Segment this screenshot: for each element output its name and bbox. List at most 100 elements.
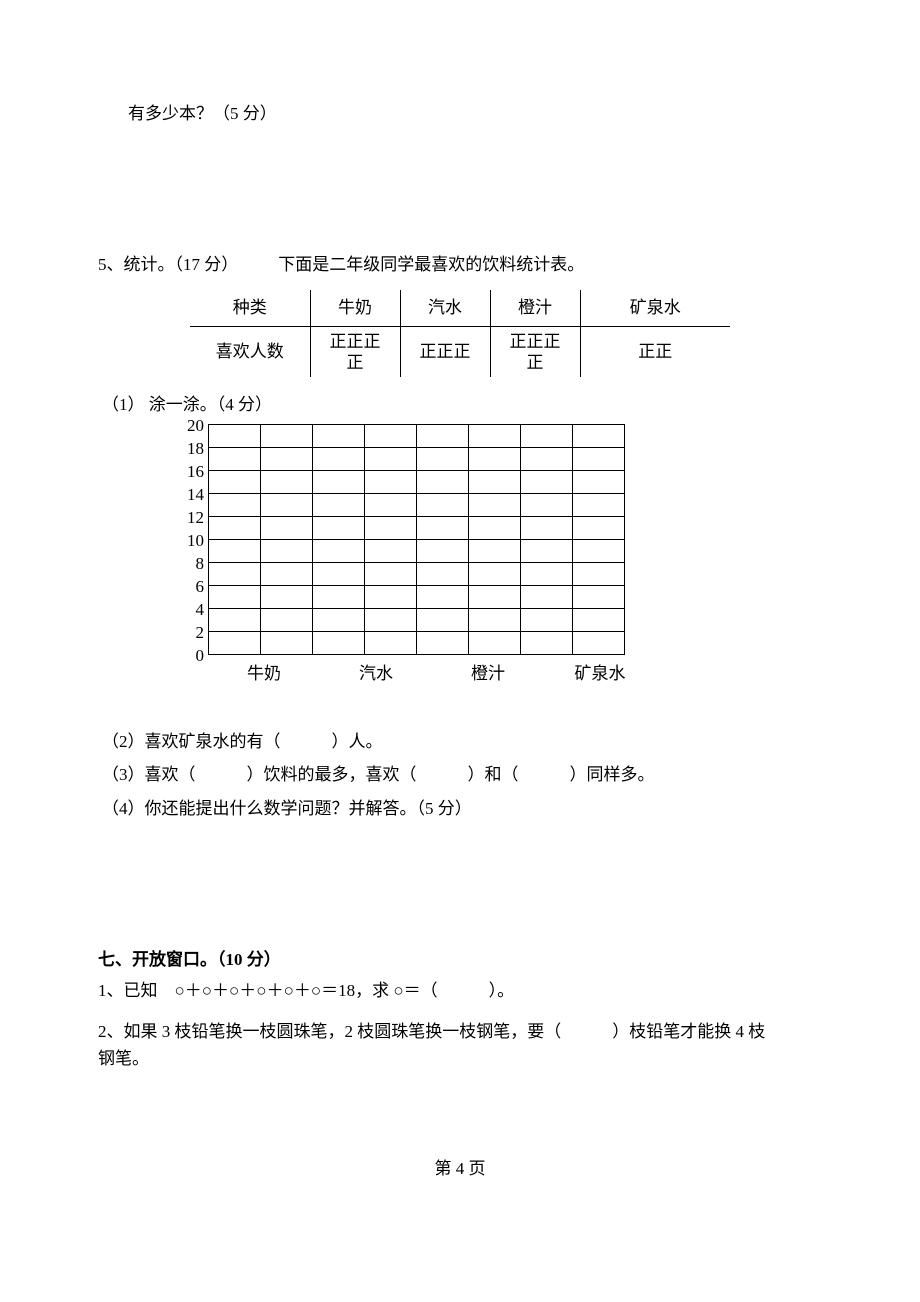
td-milk: 正正正 正 (310, 326, 400, 377)
chart-row (209, 493, 625, 516)
chart-cell (417, 493, 469, 516)
chart-cell (521, 539, 573, 562)
ytick: 2 (168, 621, 204, 644)
ytick: 0 (168, 644, 204, 667)
chart-x-axis: 牛奶 汽水 橙汁 矿泉水 (238, 660, 626, 687)
chart-cell (261, 493, 313, 516)
milk-tally-bot: 正 (319, 352, 392, 373)
chart-cell (521, 493, 573, 516)
chart-cell (469, 631, 521, 654)
chart-cell (365, 493, 417, 516)
chart-row (209, 424, 625, 447)
chart-cell (365, 447, 417, 470)
chart-cell (209, 585, 261, 608)
oj-tally-bot: 正 (499, 352, 572, 373)
chart-cell (313, 493, 365, 516)
ytick: 18 (168, 437, 204, 460)
tally-table: 种类 牛奶 汽水 橙汁 矿泉水 喜欢人数 正正正 正 正正正 正正正 正 正正 (190, 290, 730, 377)
chart-cell (417, 539, 469, 562)
chart-cell (365, 631, 417, 654)
chart-cell (521, 631, 573, 654)
ytick: 16 (168, 460, 204, 483)
chart-cell (365, 424, 417, 447)
td-soda: 正正正 (400, 326, 490, 377)
ytick: 10 (168, 529, 204, 552)
sub-q1: （1） 涂一涂。（4 分） (102, 391, 822, 418)
chart-cell (469, 539, 521, 562)
chart-cell (209, 608, 261, 631)
chart-cell (573, 516, 625, 539)
ytick: 14 (168, 483, 204, 506)
chart-cell (261, 585, 313, 608)
chart-cell (365, 585, 417, 608)
td-water: 正正 (580, 326, 730, 377)
chart-cell (573, 539, 625, 562)
chart-cell (261, 424, 313, 447)
chart-cell (417, 631, 469, 654)
ytick: 20 (168, 414, 204, 437)
chart-plot-area (208, 424, 625, 655)
chart-cell (573, 608, 625, 631)
bar-chart-grid: 20 18 16 14 12 10 8 6 4 2 0 牛奶 汽水 橙汁 矿泉水 (208, 424, 822, 684)
chart-cell (417, 516, 469, 539)
sub-q3: （3）喜欢（ ）饮料的最多，喜欢（ ）和（ ）同样多。 (102, 761, 822, 788)
chart-cell (417, 608, 469, 631)
xlabel-water: 矿泉水 (574, 660, 626, 687)
chart-cell (261, 608, 313, 631)
chart-cell (573, 447, 625, 470)
chart-cell (313, 470, 365, 493)
chart-cell (261, 470, 313, 493)
chart-cell (469, 562, 521, 585)
chart-cell (261, 516, 313, 539)
section7-q2-line2: 钢笔。 (98, 1045, 822, 1072)
chart-row (209, 562, 625, 585)
section7-q2-line1: 2、如果 3 枝铅笔换一枝圆珠笔，2 枝圆珠笔换一枝钢笔，要（ ）枝铅笔才能换 … (98, 1018, 822, 1045)
chart-cell (261, 539, 313, 562)
chart-cell (209, 470, 261, 493)
chart-row (209, 539, 625, 562)
spacer (98, 828, 822, 938)
spacer (98, 1004, 822, 1018)
chart-cell (521, 608, 573, 631)
chart-cell (573, 562, 625, 585)
chart-row (209, 470, 625, 493)
chart-y-axis: 20 18 16 14 12 10 8 6 4 2 0 (168, 414, 204, 667)
chart-cell (469, 447, 521, 470)
chart-row (209, 516, 625, 539)
th-milk: 牛奶 (310, 290, 400, 326)
chart-cell (469, 470, 521, 493)
chart-cell (521, 447, 573, 470)
chart-cell (573, 493, 625, 516)
chart-cell (209, 424, 261, 447)
chart-cell (469, 608, 521, 631)
chart-cell (573, 424, 625, 447)
q5-title: 5、统计。（17 分） (98, 251, 238, 278)
td-row-label: 喜欢人数 (190, 326, 310, 377)
chart-cell (521, 585, 573, 608)
section7-head: 七、开放窗口。（10 分） (98, 946, 822, 973)
chart-cell (313, 608, 365, 631)
chart-cell (209, 516, 261, 539)
chart-row (209, 608, 625, 631)
milk-tally-top: 正正正 (319, 331, 392, 352)
chart-cell (521, 470, 573, 493)
chart-cell (313, 424, 365, 447)
chart-cell (313, 631, 365, 654)
sub-q2: （2）喜欢矿泉水的有（ ）人。 (102, 728, 822, 755)
oj-tally-top: 正正正 (499, 331, 572, 352)
th-type: 种类 (190, 290, 310, 326)
chart-cell (313, 539, 365, 562)
q5-desc: 下面是二年级同学最喜欢的饮料统计表。 (278, 251, 584, 278)
chart-cell (469, 516, 521, 539)
chart-cell (313, 447, 365, 470)
q5-header-row: 5、统计。（17 分） 下面是二年级同学最喜欢的饮料统计表。 (98, 251, 822, 278)
chart-cell (573, 470, 625, 493)
th-oj: 橙汁 (490, 290, 580, 326)
section7-q1: 1、已知 ○＋○＋○＋○＋○＋○＝18，求 ○＝（ ）。 (98, 977, 822, 1004)
chart-cell (261, 447, 313, 470)
chart-cell (417, 585, 469, 608)
chart-cell (313, 562, 365, 585)
chart-cell (209, 447, 261, 470)
chart-cell (261, 562, 313, 585)
sub-q4: （4）你还能提出什么数学问题？并解答。（5 分） (102, 795, 822, 822)
